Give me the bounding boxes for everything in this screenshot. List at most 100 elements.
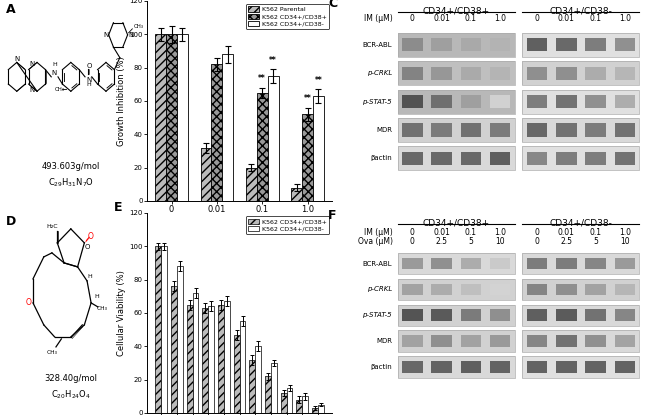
Bar [523, 90, 640, 114]
Text: H: H [86, 82, 92, 87]
Bar [398, 146, 515, 171]
Text: MDR: MDR [376, 127, 392, 133]
Bar [461, 123, 481, 137]
Bar [398, 90, 515, 114]
Bar [585, 309, 606, 321]
Bar [556, 152, 577, 165]
Bar [302, 114, 313, 201]
Text: 0.01: 0.01 [433, 15, 450, 23]
Text: H: H [95, 294, 99, 299]
Bar [398, 330, 515, 352]
Bar [302, 396, 308, 413]
Text: 5: 5 [593, 237, 598, 247]
Text: 328.40g/mol: 328.40g/mol [44, 374, 98, 383]
Bar [523, 305, 640, 326]
Bar [402, 67, 422, 80]
Bar [249, 359, 255, 413]
Text: CD34+/CD38+: CD34+/CD38+ [422, 7, 489, 16]
Bar [402, 123, 422, 137]
Bar [312, 408, 318, 413]
Bar [161, 246, 167, 413]
Text: 1.0: 1.0 [494, 15, 506, 23]
Text: N: N [103, 32, 108, 38]
Bar [526, 38, 547, 51]
Bar [218, 305, 224, 413]
Bar [526, 152, 547, 165]
Bar [265, 376, 271, 413]
Bar [523, 61, 640, 85]
Bar [523, 118, 640, 142]
Bar [585, 152, 606, 165]
Bar [402, 283, 422, 295]
Text: 0.01: 0.01 [558, 228, 575, 237]
Bar [432, 283, 452, 295]
Bar [556, 283, 577, 295]
Bar [615, 361, 635, 373]
Bar [398, 253, 515, 274]
Bar [398, 118, 515, 142]
Bar [523, 253, 640, 274]
Text: H: H [87, 274, 92, 279]
Bar [615, 38, 635, 51]
Bar [526, 95, 547, 108]
Bar [192, 293, 198, 413]
Bar [246, 168, 257, 201]
Bar [398, 118, 515, 142]
Bar [523, 146, 640, 171]
Bar [523, 305, 640, 326]
Bar [398, 279, 515, 300]
Bar [523, 33, 640, 57]
Bar [461, 309, 481, 321]
Text: BCR-ABL: BCR-ABL [363, 261, 392, 266]
Text: BCR-ABL: BCR-ABL [363, 42, 392, 48]
Bar [461, 152, 481, 165]
Bar [556, 335, 577, 347]
Bar [432, 258, 452, 269]
Bar [526, 258, 547, 269]
Bar [490, 152, 510, 165]
Bar [585, 38, 606, 51]
Bar [155, 34, 166, 201]
Text: 10: 10 [495, 237, 505, 247]
Bar [523, 33, 640, 57]
Bar [615, 258, 635, 269]
Bar [585, 258, 606, 269]
Bar [615, 67, 635, 80]
Bar [526, 361, 547, 373]
Bar [490, 309, 510, 321]
Bar [240, 321, 246, 413]
Bar [296, 400, 302, 413]
Bar [398, 305, 515, 326]
Bar [523, 330, 640, 352]
Bar [211, 64, 222, 201]
Bar [177, 266, 183, 413]
Text: βactin: βactin [370, 364, 392, 370]
Text: 0.1: 0.1 [590, 15, 601, 23]
Text: N: N [128, 32, 133, 38]
Bar [432, 95, 452, 108]
Bar [556, 309, 577, 321]
Bar [402, 38, 422, 51]
Text: B: B [113, 0, 123, 2]
X-axis label: Imatinib (μM): Imatinib (μM) [209, 217, 270, 226]
Text: CD34+/CD38-: CD34+/CD38- [549, 219, 612, 228]
Bar [615, 283, 635, 295]
Text: N: N [86, 77, 92, 83]
Bar [461, 258, 481, 269]
Text: CH₃: CH₃ [55, 87, 65, 92]
Bar [585, 361, 606, 373]
Bar [523, 356, 640, 378]
Bar [255, 346, 261, 413]
Text: 493.603g/mol: 493.603g/mol [42, 162, 100, 171]
Bar [281, 393, 287, 413]
Bar [461, 67, 481, 80]
Bar [398, 279, 515, 300]
Bar [585, 283, 606, 295]
Bar [523, 356, 640, 378]
Text: CH₃: CH₃ [133, 24, 144, 29]
Text: H₂C: H₂C [46, 225, 58, 229]
Bar [432, 309, 452, 321]
Bar [177, 34, 188, 201]
Bar [526, 309, 547, 321]
Text: **: ** [269, 56, 277, 65]
